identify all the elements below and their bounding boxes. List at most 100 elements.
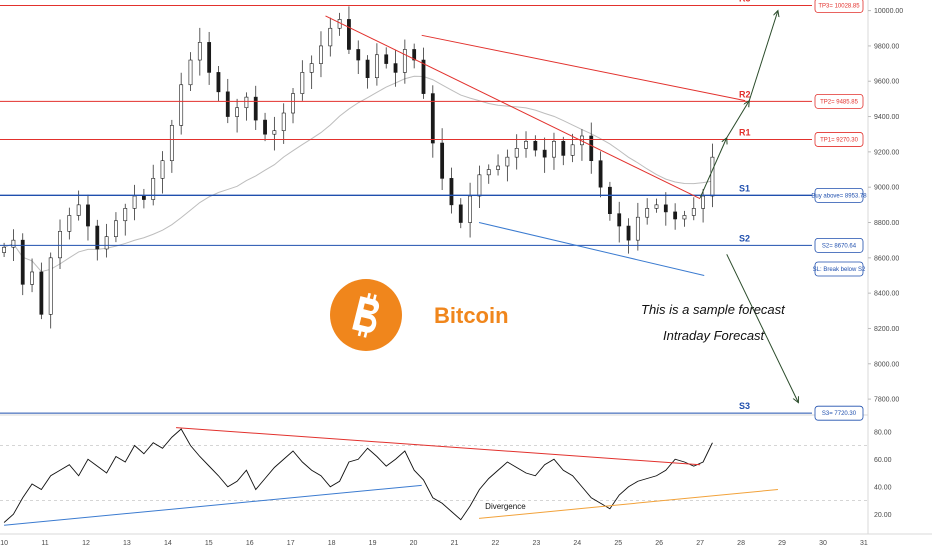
y-tick-label: 9800.00	[874, 43, 899, 50]
forecast-arrow-down	[726, 254, 799, 402]
level-box-s2	[814, 237, 864, 253]
candle-body	[496, 165, 500, 170]
candle-body	[654, 204, 659, 209]
x-tick-label: 11	[41, 540, 48, 547]
level-label-s1: S1	[739, 183, 750, 193]
x-tick-label: 13	[123, 540, 131, 547]
y-tick-label: 8000.00	[874, 361, 899, 368]
candle-body	[449, 178, 454, 206]
x-tick-label: 31	[860, 540, 868, 547]
candle-body	[645, 208, 650, 218]
rsi-trendline	[478, 489, 778, 519]
candle-body	[393, 63, 398, 73]
candle-body	[607, 186, 612, 214]
candle-body	[589, 135, 594, 162]
candle-body	[179, 84, 184, 126]
candle-body	[374, 54, 379, 79]
level-box-r2	[814, 93, 864, 109]
candle-body	[216, 72, 221, 93]
x-tick-label: 23	[532, 540, 540, 547]
candle-body	[309, 63, 314, 73]
candle-body	[682, 215, 687, 220]
candle-body	[505, 156, 510, 167]
y-tick-label: 8200.00	[874, 326, 899, 333]
bitcoin-logo	[330, 279, 402, 351]
level-label-r1: R1	[739, 127, 751, 137]
y-tick-label: 10000.00	[874, 8, 903, 15]
candle-body	[67, 215, 72, 232]
candle-body	[281, 112, 286, 131]
candle-body	[617, 213, 622, 227]
note-sample-forecast: This is a sample forecast	[641, 302, 786, 317]
candle-body	[412, 49, 417, 61]
candle-body	[468, 195, 472, 223]
x-tick-label: 19	[369, 540, 377, 547]
candle-body	[114, 220, 118, 237]
y-tick-label: 9000.00	[874, 185, 899, 192]
candle-body	[542, 149, 547, 158]
candle-body	[635, 216, 640, 241]
candle-body	[421, 59, 426, 94]
y-tick-label: 9600.00	[874, 79, 899, 86]
level-box-s1	[814, 187, 864, 203]
level-box-s3-text: S3= 7720.30	[822, 411, 857, 417]
candle-body	[151, 178, 156, 200]
y-tick-label: 9200.00	[874, 149, 899, 156]
candle-body	[30, 271, 34, 285]
candle-body	[86, 204, 90, 227]
x-tick-label: 17	[287, 540, 295, 547]
candle-body	[701, 195, 705, 209]
level-label-s3: S3	[739, 401, 750, 411]
rsi-trendline	[4, 484, 422, 526]
candle-body	[673, 211, 678, 220]
candle-body	[272, 130, 277, 135]
bitcoin-symbol-icon	[352, 292, 380, 338]
y-tick-label: 8400.00	[874, 291, 899, 298]
x-tick-label: 28	[737, 540, 745, 547]
candle-body	[384, 54, 389, 64]
level-label-s2: S2	[739, 233, 750, 243]
x-tick-label: 20	[410, 540, 418, 547]
level-box-r3-text: TP3= 10028.85	[818, 4, 860, 10]
rsi-tick-label: 60.00	[874, 457, 892, 464]
x-tick-label: 26	[655, 540, 663, 547]
stop-loss-box-text: SL: Break below S2	[813, 267, 866, 273]
x-tick-label: 29	[778, 540, 786, 547]
y-tick-label: 8600.00	[874, 255, 899, 262]
candle-body	[328, 27, 333, 47]
level-label-r3: R3	[739, 0, 751, 4]
candle-body	[95, 225, 100, 250]
x-tick-label: 12	[82, 540, 90, 547]
x-tick-label: 18	[328, 540, 336, 547]
candle-body	[39, 271, 44, 315]
candle-body	[11, 239, 16, 248]
stop-loss-box	[814, 261, 864, 277]
x-tick-label: 27	[696, 540, 704, 547]
candle-body	[263, 119, 267, 135]
y-tick-label: 8800.00	[874, 220, 899, 227]
level-box-r1-text: TP1= 9270.30	[820, 137, 859, 143]
candle-body	[2, 246, 6, 253]
note-intraday-forecast: Intraday Forecast	[663, 328, 766, 343]
rsi-line	[3, 428, 713, 523]
x-tick-label: 21	[451, 540, 459, 547]
level-box-r3	[814, 0, 864, 13]
x-tick-label: 30	[819, 540, 827, 547]
rsi-tick-label: 40.00	[874, 484, 892, 491]
candle-body	[132, 195, 137, 209]
candle-body	[598, 160, 603, 188]
level-box-s2-text: S2= 8670.64	[822, 243, 857, 249]
candle-body	[291, 93, 295, 114]
divergence-label: Divergence	[485, 502, 526, 511]
forecast-arrow-up	[748, 11, 778, 101]
moving-average-line	[3, 75, 713, 273]
rsi-tick-label: 80.00	[874, 429, 892, 436]
candle-body	[20, 239, 25, 285]
candle-body	[141, 195, 146, 200]
candle-body	[524, 140, 528, 149]
candle-body	[533, 140, 538, 151]
level-label-r2: R2	[739, 89, 751, 99]
candle-body	[570, 144, 575, 156]
candle-body	[76, 204, 81, 216]
